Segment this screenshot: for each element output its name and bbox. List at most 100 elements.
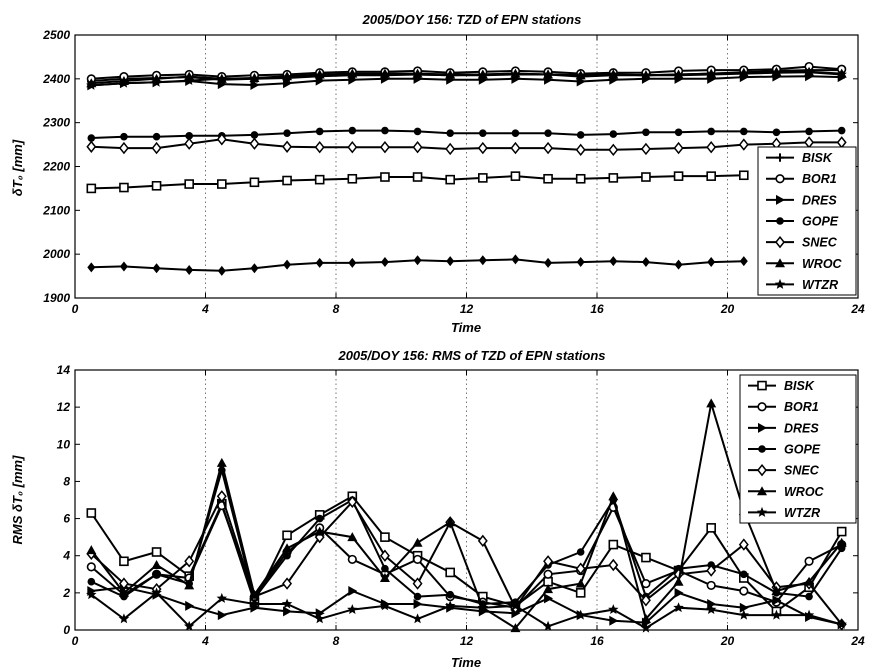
rms-chart-ylabel: RMS δT₀ [mm] xyxy=(10,455,25,545)
point-gope xyxy=(837,126,846,135)
point-wtzr xyxy=(412,613,423,624)
legend-marker xyxy=(776,217,784,225)
legend-label: WTZR xyxy=(784,506,820,520)
legend-marker xyxy=(758,422,767,433)
point-gope xyxy=(740,127,748,136)
y-tick-label: 2300 xyxy=(42,116,70,130)
tzd-chart-ylabel: δT₀ [mm] xyxy=(10,139,25,196)
point-wtzr xyxy=(281,72,293,83)
y-tick-label: 1900 xyxy=(43,291,70,305)
series-line-wroc xyxy=(90,403,843,630)
point-snec xyxy=(477,141,488,155)
point-unlabeled-8 xyxy=(283,259,292,270)
point-gope xyxy=(381,564,389,573)
point-unlabeled-8 xyxy=(380,257,389,268)
point-gope xyxy=(152,570,161,579)
point-bor1 xyxy=(543,569,553,579)
point-unlabeled-8 xyxy=(609,256,618,267)
point-gope xyxy=(511,129,520,137)
y-tick-label: 0 xyxy=(63,623,70,637)
point-snec xyxy=(640,142,651,156)
point-dres xyxy=(283,606,293,617)
point-snec xyxy=(347,141,358,154)
point-gope xyxy=(772,128,781,137)
legend-label: GOPE xyxy=(802,215,839,229)
point-wroc xyxy=(543,584,554,594)
point-bisk xyxy=(445,567,455,578)
point-snec xyxy=(706,141,717,154)
point-gope xyxy=(479,129,487,137)
point-wtzr xyxy=(608,604,619,615)
point-wtzr xyxy=(771,609,782,620)
point-gope xyxy=(381,126,389,135)
point-dres xyxy=(707,599,717,609)
point-unlabeled-8 xyxy=(413,255,422,266)
point-unlabeled-8 xyxy=(641,257,650,268)
point-wroc xyxy=(804,576,815,586)
legend-marker xyxy=(775,174,785,184)
x-tick-label: 8 xyxy=(333,634,340,648)
legend-label: SNEC xyxy=(784,464,820,478)
point-wtzr xyxy=(444,600,456,611)
point-bisk xyxy=(836,526,847,537)
point-unlabeled-8 xyxy=(674,259,683,270)
point-unlabeled-8 xyxy=(152,263,161,274)
legend-label: DRES xyxy=(784,421,819,435)
point-wtzr xyxy=(118,613,130,624)
point-gope xyxy=(413,127,422,136)
point-wtzr xyxy=(249,598,260,609)
point-unlabeled-8 xyxy=(87,262,96,273)
point-snec xyxy=(379,549,390,562)
x-tick-label: 24 xyxy=(850,302,865,316)
point-unlabeled-7 xyxy=(608,173,619,183)
point-bisk xyxy=(86,508,97,518)
point-unlabeled-7 xyxy=(641,172,651,182)
point-bor1 xyxy=(804,556,814,566)
point-snec xyxy=(379,141,390,154)
y-tick-label: 12 xyxy=(57,400,71,414)
point-bisk xyxy=(608,539,619,550)
series-line-wtzr xyxy=(90,591,842,630)
point-snec xyxy=(836,136,847,149)
point-snec xyxy=(151,141,162,155)
y-tick-label: 2500 xyxy=(42,28,70,42)
legend-label: DRES xyxy=(802,193,837,207)
point-wtzr xyxy=(640,69,652,80)
y-tick-label: 4 xyxy=(62,549,70,563)
point-wroc xyxy=(771,586,782,595)
point-bor1 xyxy=(86,562,96,572)
point-wroc xyxy=(282,543,293,553)
point-bisk xyxy=(119,556,129,567)
legend-marker xyxy=(774,278,786,289)
point-unlabeled-7 xyxy=(445,174,455,185)
x-tick-label: 0 xyxy=(72,302,79,316)
point-wtzr xyxy=(151,76,162,87)
point-unlabeled-7 xyxy=(151,180,162,191)
legend-label: SNEC xyxy=(802,236,838,250)
legend-marker xyxy=(757,380,767,391)
point-gope xyxy=(446,590,454,599)
point-wtzr xyxy=(347,69,358,80)
point-unlabeled-8 xyxy=(119,261,128,272)
legend-label: WROC xyxy=(802,257,843,271)
point-bor1 xyxy=(739,586,749,596)
point-snec xyxy=(804,136,815,149)
point-snec xyxy=(445,142,456,156)
y-tick-label: 6 xyxy=(63,512,70,526)
point-wtzr xyxy=(477,69,489,80)
point-unlabeled-8 xyxy=(185,264,194,275)
point-gope xyxy=(609,130,618,138)
point-gope xyxy=(87,577,96,586)
point-wroc xyxy=(836,537,847,547)
tzd-chart-xlabel: Time xyxy=(451,320,481,335)
legend-marker xyxy=(775,258,785,268)
point-dres xyxy=(413,599,423,609)
point-snec xyxy=(673,141,684,155)
x-tick-label: 16 xyxy=(590,634,604,648)
point-unlabeled-8 xyxy=(576,257,585,268)
point-gope xyxy=(576,548,585,556)
point-snec xyxy=(118,141,129,155)
point-wtzr xyxy=(216,592,228,603)
point-bisk xyxy=(706,523,716,533)
